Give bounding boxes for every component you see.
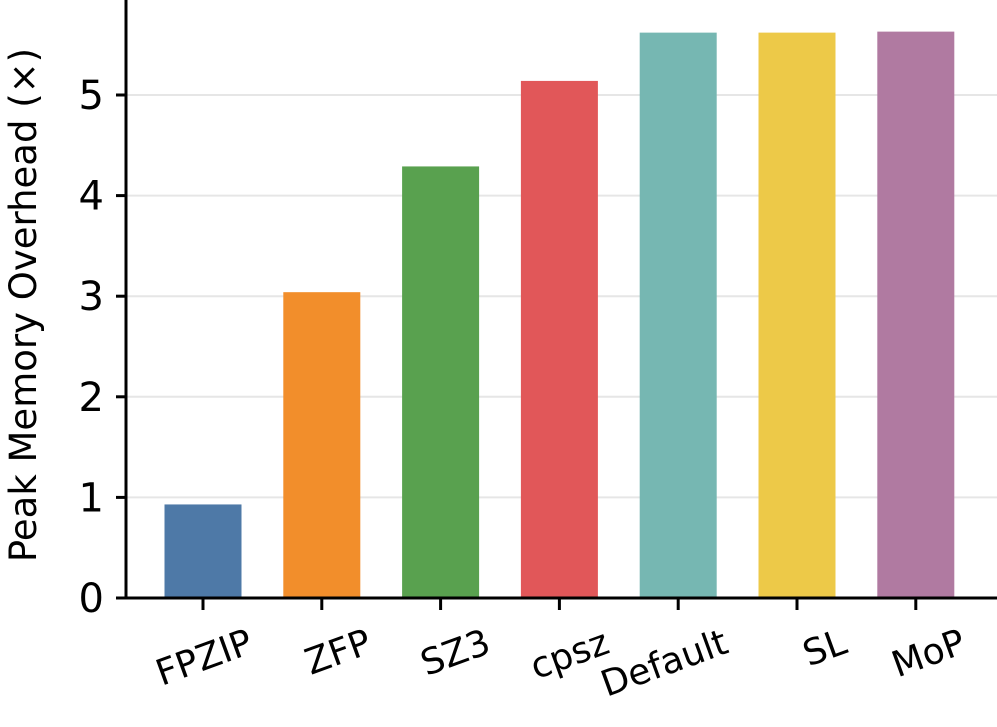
- y-tick-label-5: 5: [79, 73, 104, 119]
- bar-sl: [758, 32, 836, 599]
- x-tick-label-default: Default: [596, 622, 734, 706]
- y-tick-label-4: 4: [79, 174, 104, 220]
- bar-mop: [877, 31, 955, 598]
- y-axis-title: Peak Memory Overhead (×): [2, 48, 45, 562]
- bar-sz3: [402, 166, 480, 598]
- bar-fpzip: [164, 504, 242, 598]
- bar-cpsz: [520, 80, 598, 598]
- x-tick-label-fpzip: FPZIP: [151, 622, 258, 695]
- bar-zfp: [283, 292, 361, 598]
- bars: [164, 31, 955, 599]
- x-tick-label-sl: SL: [798, 622, 852, 675]
- x-tick-label-mop: MoP: [887, 622, 971, 686]
- y-tick-label-1: 1: [79, 475, 104, 521]
- bar-default: [639, 32, 717, 599]
- x-tick-label-sz3: SZ3: [415, 622, 495, 685]
- y-ticks: 0 1 2 3 4 5: [79, 73, 126, 622]
- y-tick-label-3: 3: [79, 274, 104, 320]
- y-tick-label-0: 0: [79, 576, 104, 622]
- x-tick-label-zfp: ZFP: [300, 622, 377, 683]
- y-tick-label-2: 2: [79, 375, 104, 421]
